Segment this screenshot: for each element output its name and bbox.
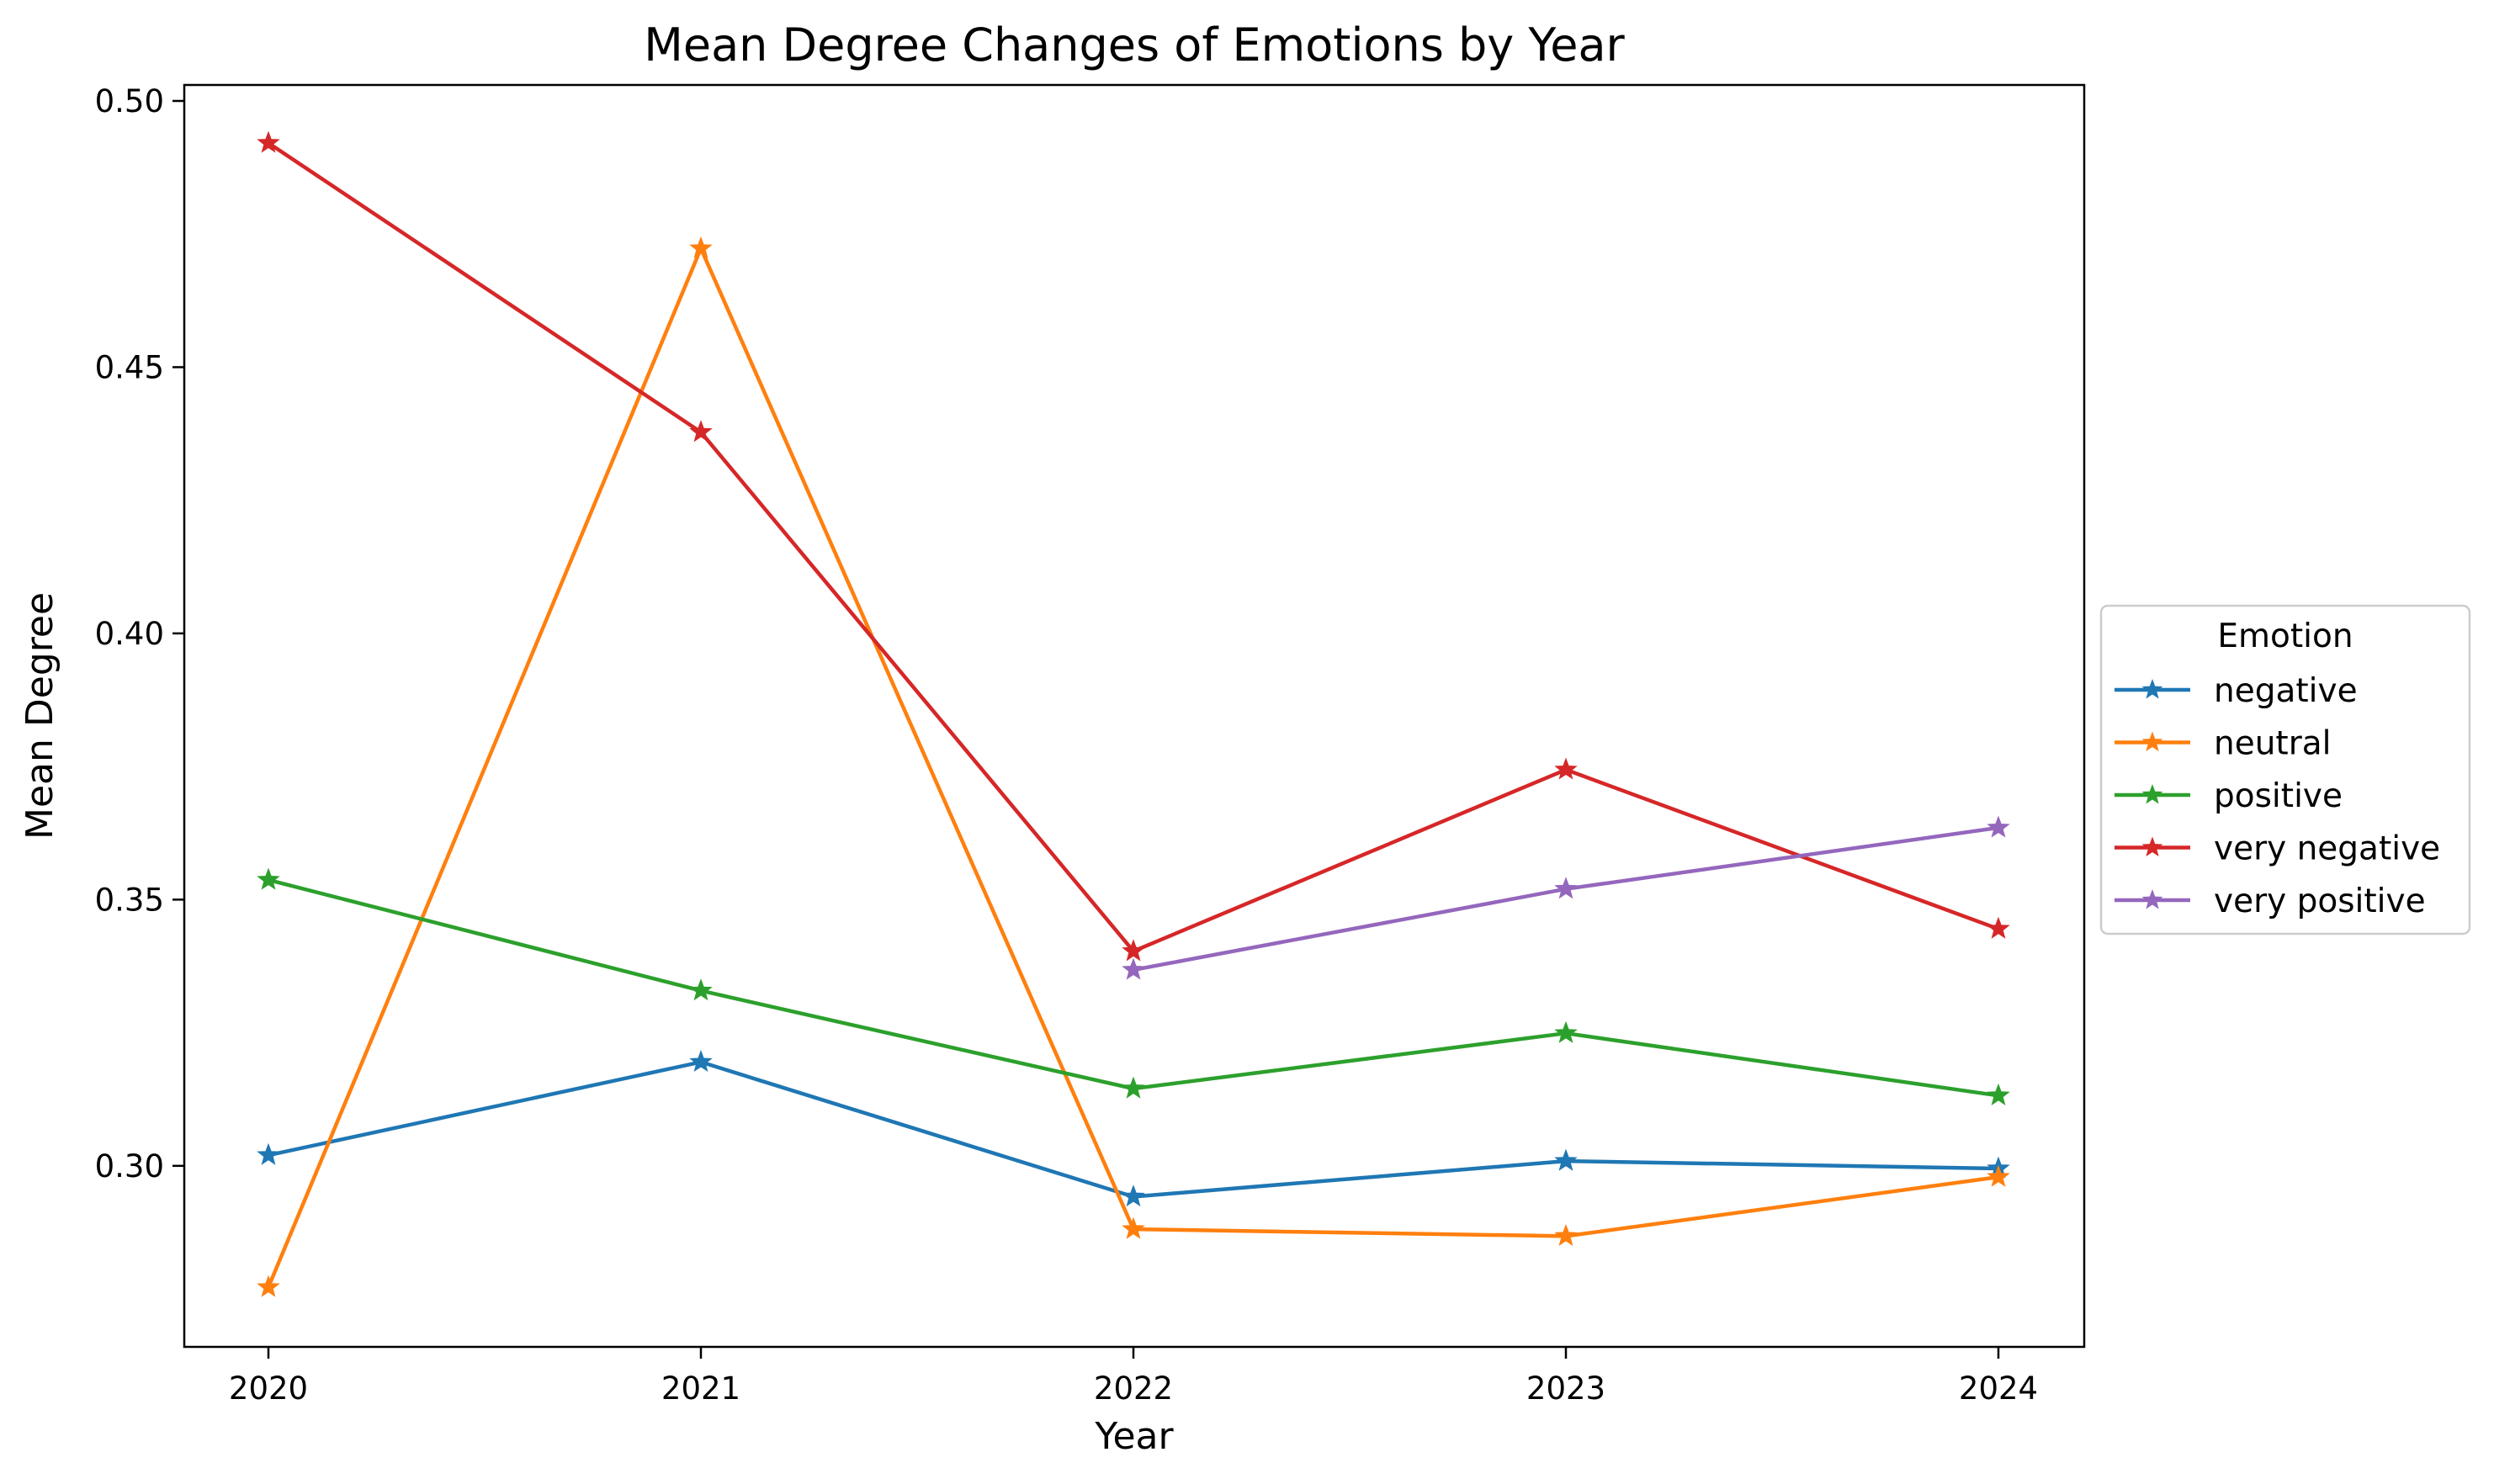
- series-layer: [257, 130, 2010, 1297]
- data-point-very-positive: [1554, 877, 1578, 899]
- data-point-neutral: [1987, 1164, 2010, 1187]
- x-tick-label: 2022: [1094, 1370, 1173, 1407]
- x-tick-label: 2020: [229, 1370, 308, 1407]
- legend-title: Emotion: [2217, 617, 2353, 655]
- y-tick-label: 0.30: [95, 1148, 164, 1185]
- legend-items: negative neutral positive very negative very…: [2115, 672, 2440, 920]
- data-point-positive: [1554, 1020, 1578, 1043]
- legend-swatch-marker: [2141, 679, 2163, 699]
- legend-item-positive: positive: [2115, 777, 2343, 815]
- data-point-very-negative: [257, 130, 280, 153]
- legend-box: [2099, 604, 2471, 935]
- data-point-positive: [1987, 1083, 2010, 1105]
- legend-item-very-positive: very positive: [2115, 882, 2426, 920]
- data-point-very-positive: [1122, 957, 1145, 980]
- legend-label: neutral: [2214, 725, 2332, 763]
- y-tick-label: 0.45: [95, 349, 164, 385]
- legend-item-negative: negative: [2115, 672, 2358, 710]
- series-positive: [257, 867, 2010, 1105]
- x-axis-label: Year: [1094, 1415, 1174, 1458]
- data-point-negative: [1554, 1148, 1578, 1171]
- data-point-positive: [1122, 1076, 1145, 1099]
- legend-swatch-marker: [2141, 889, 2163, 909]
- x-axis-ticks: 2020 2021 2022 2023 2024: [229, 1347, 2038, 1407]
- data-point-positive: [689, 978, 713, 1001]
- series-very-positive: [1122, 815, 2010, 980]
- legend-label: positive: [2214, 777, 2343, 815]
- series-very-negative: [257, 130, 2010, 962]
- legend-label: very positive: [2214, 882, 2426, 920]
- plot-area: [183, 83, 2086, 1349]
- x-tick-label: 2024: [1959, 1370, 2038, 1407]
- legend-item-very-negative: very negative: [2115, 830, 2440, 868]
- chart-title: Mean Degree Changes of Emotions by Year: [644, 19, 1625, 72]
- legend-swatch-marker: [2141, 836, 2163, 856]
- data-point-very-negative: [689, 420, 713, 443]
- legend-label: very negative: [2214, 830, 2440, 868]
- y-tick-label: 0.40: [95, 616, 164, 652]
- series-neutral: [257, 236, 2010, 1297]
- legend: Emotion negative neutral positive very nega…: [2099, 604, 2471, 935]
- data-point-negative: [689, 1049, 713, 1073]
- data-point-very-negative: [1987, 916, 2010, 939]
- data-point-neutral: [257, 1275, 280, 1297]
- y-axis-ticks: 0.30 0.35 0.40 0.45 0.50: [95, 83, 184, 1185]
- data-point-neutral: [689, 236, 713, 258]
- data-point-very-positive: [1987, 815, 2010, 838]
- data-point-neutral: [1122, 1216, 1145, 1239]
- data-point-negative: [1122, 1185, 1145, 1207]
- data-point-neutral: [1554, 1223, 1578, 1247]
- data-point-very-negative: [1122, 939, 1145, 962]
- y-tick-label: 0.50: [95, 83, 164, 119]
- data-point-negative: [257, 1142, 280, 1165]
- legend-item-neutral: neutral: [2115, 725, 2332, 763]
- data-point-very-negative: [1554, 757, 1578, 780]
- x-tick-label: 2023: [1526, 1370, 1605, 1407]
- legend-swatch-marker: [2141, 784, 2163, 804]
- legend-swatch-marker: [2141, 731, 2163, 751]
- y-tick-label: 0.35: [95, 882, 164, 918]
- data-point-positive: [257, 867, 280, 890]
- y-axis-label: Mean Degree: [19, 592, 61, 840]
- x-tick-label: 2021: [661, 1370, 740, 1407]
- legend-label: negative: [2214, 672, 2358, 710]
